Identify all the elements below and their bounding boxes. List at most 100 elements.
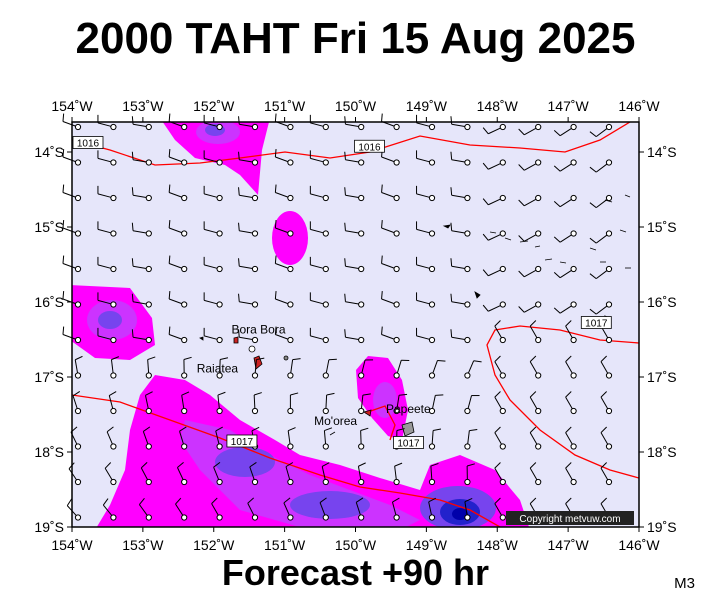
wind-barb <box>529 426 542 450</box>
wind-barb <box>589 301 613 315</box>
wind-barb <box>450 151 471 166</box>
wind-barb <box>97 256 117 273</box>
model-tag: M3 <box>674 575 695 592</box>
wind-barb <box>140 462 152 486</box>
wind-barb <box>482 230 506 241</box>
place-label: Papeete <box>386 402 431 416</box>
wind-barb <box>322 427 333 450</box>
lon-tick-label-top: 147˚W <box>548 98 590 114</box>
lon-tick-label-top: 152˚W <box>193 98 235 114</box>
precip-small-center <box>272 211 308 265</box>
wind-barb <box>216 391 226 415</box>
wind-barb <box>97 150 117 166</box>
wind-barb <box>203 150 223 166</box>
wind-barb <box>428 359 446 379</box>
lat-tick-label-right: 19˚S <box>647 519 677 535</box>
svg-text:1017: 1017 <box>585 319 608 330</box>
wind-barb <box>464 395 480 415</box>
wind-barb <box>309 185 329 202</box>
wind-barb <box>106 426 117 450</box>
wind-barb <box>216 357 229 379</box>
wind-barb <box>97 292 117 308</box>
isobars <box>72 122 639 527</box>
wind-barb <box>565 426 577 450</box>
wind-barb <box>494 391 506 415</box>
wind-barb <box>321 462 330 486</box>
wind-barb <box>131 187 152 202</box>
wind-barb <box>600 391 613 415</box>
wind-barb <box>553 265 577 279</box>
wind-barb <box>97 221 117 237</box>
wind-barb <box>482 194 506 206</box>
wind-barb <box>247 497 259 521</box>
wind-barb <box>213 461 223 486</box>
wind-barb <box>62 220 82 237</box>
svg-text:1016: 1016 <box>358 142 381 153</box>
wind-barb <box>168 326 188 344</box>
wind-barb <box>357 462 366 486</box>
wind-barb <box>238 222 259 237</box>
isobar-label: 1017 <box>226 434 258 448</box>
wind-barb <box>416 185 436 202</box>
wind-barb <box>238 329 259 344</box>
wind-barb <box>391 497 400 521</box>
lon-tick-label-bottom: 149˚W <box>406 537 448 553</box>
wind-barb <box>428 497 437 521</box>
place-label: Mo'orea <box>314 414 357 428</box>
wind-barb <box>565 462 577 486</box>
wind-barb <box>309 114 329 131</box>
wind-barb <box>416 327 436 344</box>
lon-tick-label-bottom: 147˚W <box>548 537 590 553</box>
wind-barb <box>494 320 506 344</box>
wind-barb <box>62 291 82 308</box>
longitude-axis-bottom: 154˚W 153˚W 152˚W 151˚W 150˚W 149˚W 148˚W 147˚W… <box>51 527 660 553</box>
wind-barb <box>176 461 188 486</box>
wind-barb <box>553 123 577 137</box>
lon-tick-label-bottom: 148˚W <box>477 537 519 553</box>
wind-barb <box>600 355 613 379</box>
wind-barb <box>518 159 542 171</box>
wind-barb <box>482 301 506 312</box>
wind-barb <box>589 159 613 173</box>
lat-tick-label-left: 16˚S <box>34 294 64 310</box>
wind-barb <box>62 184 82 202</box>
wind-barb <box>168 149 188 166</box>
isobar-1017-east <box>486 325 639 479</box>
wind-barb <box>553 230 577 243</box>
wind-barb <box>110 356 120 379</box>
wind-barb <box>274 291 294 308</box>
wind-barb <box>344 329 365 344</box>
wind-barb <box>62 149 82 166</box>
precip-left <box>72 285 155 360</box>
wind-barb <box>565 391 577 415</box>
wind-barb <box>203 256 223 273</box>
wind-barb <box>529 355 542 379</box>
wind-barb <box>274 184 294 202</box>
wind-barb <box>203 327 223 344</box>
wind-barb <box>131 329 152 344</box>
wind-barb <box>358 427 369 450</box>
island-tahiti <box>401 421 415 437</box>
lon-tick-label-bottom: 150˚W <box>335 537 377 553</box>
wind-barb <box>287 392 299 415</box>
wind-barb <box>203 114 223 131</box>
wind-barb <box>131 293 152 308</box>
wind-barb <box>309 150 329 166</box>
wind-barb <box>553 301 577 314</box>
wind-barb <box>62 113 82 131</box>
wind-barb <box>589 265 613 280</box>
wind-barb <box>145 356 156 379</box>
wind-barb <box>518 265 542 278</box>
lat-tick-label-left: 14˚S <box>34 144 64 160</box>
place-labels: Bora Bora Raiatea Mo'orea Papeete <box>197 323 431 428</box>
isobar-label: 1016 <box>72 136 104 150</box>
wind-barb <box>168 220 188 237</box>
lon-tick-label-top: 149˚W <box>406 98 448 114</box>
wind-barb <box>381 220 400 237</box>
wind-barb <box>450 116 471 131</box>
wind-barb <box>102 498 117 521</box>
wind-barb <box>131 222 152 237</box>
wind-barb <box>553 194 577 208</box>
wind-barb <box>238 151 259 166</box>
